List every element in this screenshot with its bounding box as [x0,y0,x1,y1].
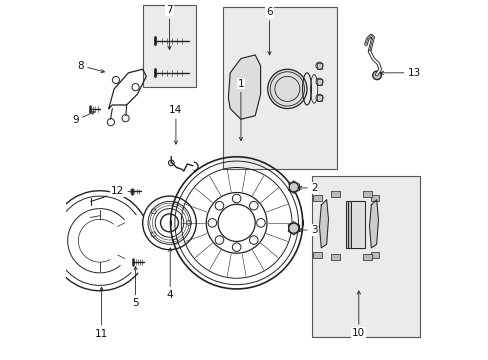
Text: 10: 10 [351,291,365,338]
Text: 4: 4 [166,248,173,300]
Polygon shape [347,202,362,248]
Bar [363,192,371,197]
Text: 11: 11 [95,287,108,339]
Circle shape [372,71,381,80]
Circle shape [267,69,306,109]
Circle shape [168,160,174,166]
Polygon shape [346,202,360,248]
Polygon shape [350,202,365,248]
Bar [316,95,322,101]
Text: 2: 2 [298,183,317,193]
Circle shape [315,94,323,102]
Bar [370,195,378,201]
Bar [223,7,337,169]
Text: 6: 6 [265,7,272,55]
Polygon shape [319,200,328,248]
Text: 9: 9 [72,112,95,125]
Bar [142,5,196,87]
Polygon shape [228,55,260,119]
Text: 3: 3 [298,225,317,235]
Text: 8: 8 [78,61,104,73]
Circle shape [288,223,298,233]
Bar [363,254,371,260]
Bar [331,254,339,260]
Text: 12: 12 [111,186,133,197]
Text: 1: 1 [237,78,244,140]
Text: 7: 7 [166,5,172,49]
Bar [312,176,419,337]
Circle shape [288,183,298,192]
Bar [313,195,322,201]
Text: 14: 14 [169,105,182,144]
Polygon shape [369,200,378,248]
Text: 5: 5 [132,267,139,308]
Text: 13: 13 [380,68,420,78]
Bar [316,79,322,85]
Circle shape [315,62,323,69]
Circle shape [315,78,323,85]
Bar [331,192,339,197]
Bar [313,252,322,258]
Bar [370,252,378,258]
Bar [316,63,322,68]
